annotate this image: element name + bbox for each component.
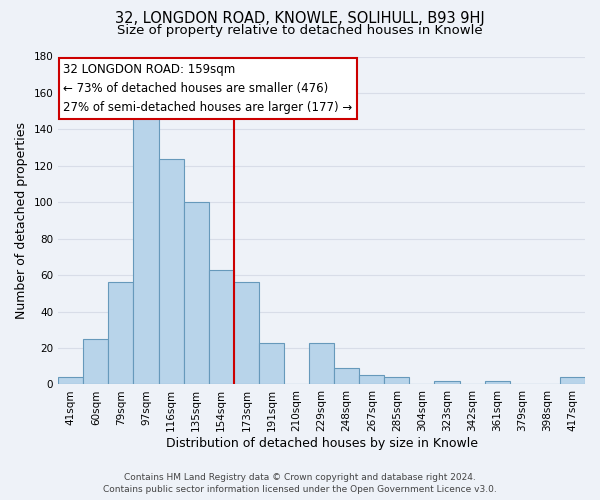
Bar: [434, 381, 460, 384]
Bar: [158, 158, 184, 384]
Bar: [83, 339, 109, 384]
Text: 32 LONGDON ROAD: 159sqm
← 73% of detached houses are smaller (476)
27% of semi-d: 32 LONGDON ROAD: 159sqm ← 73% of detache…: [64, 63, 353, 114]
X-axis label: Distribution of detached houses by size in Knowle: Distribution of detached houses by size …: [166, 437, 478, 450]
Bar: [109, 282, 133, 384]
Bar: [334, 368, 359, 384]
Bar: [309, 342, 334, 384]
Bar: [133, 118, 158, 384]
Text: Size of property relative to detached houses in Knowle: Size of property relative to detached ho…: [117, 24, 483, 37]
Bar: [385, 377, 409, 384]
Bar: [209, 270, 234, 384]
Bar: [359, 376, 385, 384]
Text: Contains HM Land Registry data © Crown copyright and database right 2024.
Contai: Contains HM Land Registry data © Crown c…: [103, 472, 497, 494]
Bar: [259, 342, 284, 384]
Y-axis label: Number of detached properties: Number of detached properties: [15, 122, 28, 319]
Bar: [560, 377, 585, 384]
Bar: [485, 381, 510, 384]
Text: 32, LONGDON ROAD, KNOWLE, SOLIHULL, B93 9HJ: 32, LONGDON ROAD, KNOWLE, SOLIHULL, B93 …: [115, 11, 485, 26]
Bar: [234, 282, 259, 384]
Bar: [184, 202, 209, 384]
Bar: [58, 377, 83, 384]
